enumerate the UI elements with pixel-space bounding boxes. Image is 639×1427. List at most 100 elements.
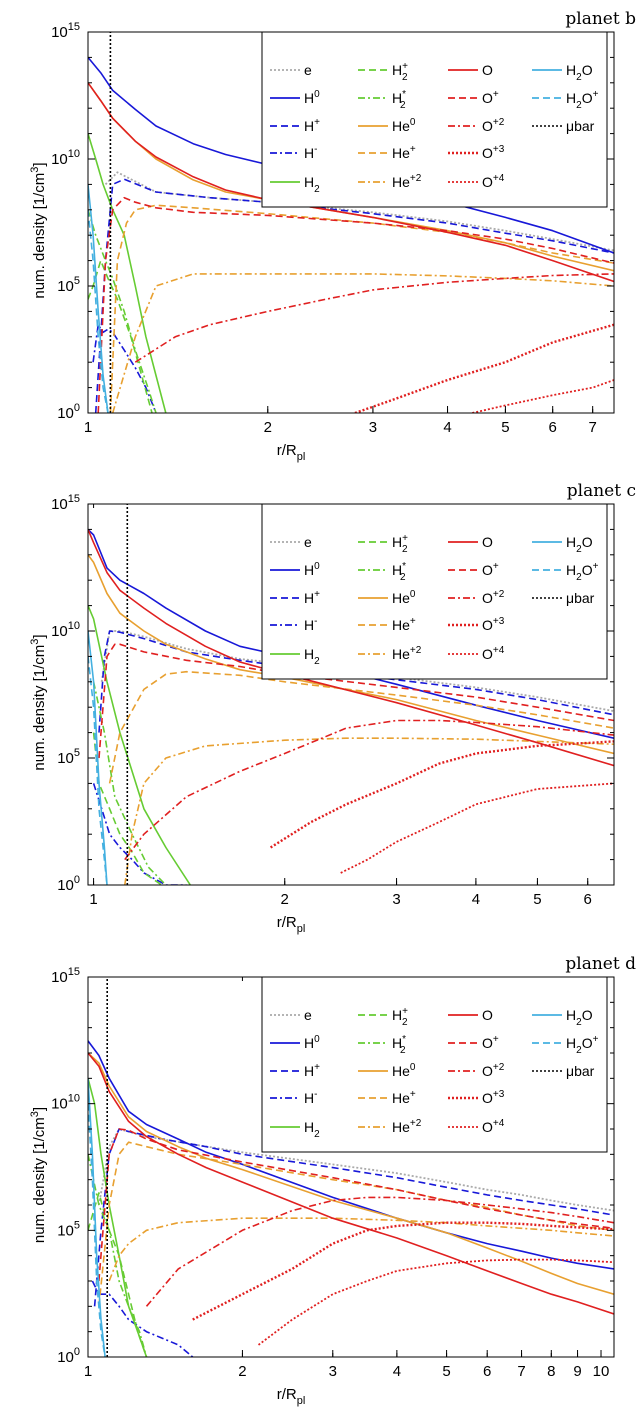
y-tick-label: 100 <box>57 1346 80 1366</box>
series-line-O+ <box>98 1128 614 1282</box>
legend-box <box>261 976 608 1153</box>
chart-panel-1: 1 2 3 4 5 6 7 100 105 1010 1015 planet b r/Rpl num. d… <box>29 9 636 463</box>
legend-label-He0: He0 <box>392 1062 416 1079</box>
x-tick-label: 5 <box>442 1363 450 1380</box>
y-axis-label: num. density [1/cm3] <box>29 634 48 770</box>
chart-title: planet d <box>565 954 636 974</box>
series-line-O+3 <box>269 740 614 849</box>
legend-label-H2O: H2O <box>566 1007 593 1028</box>
legend-label-O+: O+ <box>482 89 499 106</box>
legend-label-O+: O+ <box>482 1034 499 1051</box>
series-line-H2+ <box>88 1192 148 1357</box>
legend-label-H2*: H* 2 <box>392 89 406 111</box>
legend-label-mubar: μbar <box>566 1063 595 1079</box>
legend-label-O+3: O+3 <box>482 616 505 633</box>
series-line-H2 <box>88 605 191 885</box>
series-line-H2* <box>92 681 167 885</box>
x-tick-label: 2 <box>264 419 272 436</box>
legend-label-He0: He0 <box>392 589 416 606</box>
legend-label-H2*: H* 2 <box>392 561 406 583</box>
series-line-H2* <box>88 1154 148 1357</box>
legend-label-H0: H0 <box>304 89 320 106</box>
legend-label-O+4: O+4 <box>482 173 505 190</box>
legend-label-H2O+: H2O+ <box>566 89 599 111</box>
x-tick-label: 8 <box>547 1363 555 1380</box>
series-line-H2+ <box>88 259 153 413</box>
y-tick-label: 105 <box>57 275 80 295</box>
legend-label-O+2: O+2 <box>482 589 505 606</box>
legend: e H0 H+ H- H2 H+ 2 H* 2 He0 He+ He+2 O O+ O+2 O+3 O+4 H2O… <box>261 503 608 680</box>
legend-label-He+: He+ <box>392 144 416 161</box>
x-tick-label: 5 <box>533 891 541 908</box>
y-tick-label: 105 <box>57 747 80 767</box>
legend-label-e: e <box>304 534 312 550</box>
legend-label-O+2: O+2 <box>482 117 505 134</box>
x-tick-label: 1 <box>84 419 92 436</box>
legend-label-mubar: μbar <box>566 590 595 606</box>
series-line-He+ <box>108 670 614 784</box>
legend-label-He0: He0 <box>392 117 416 134</box>
legend-label-H-: H- <box>304 616 317 633</box>
y-tick-label: 1010 <box>51 620 80 640</box>
series-line-H2O <box>88 630 108 885</box>
x-tick-label: 10 <box>593 1363 610 1380</box>
legend-label-O+2: O+2 <box>482 1062 505 1079</box>
series-line-H+ <box>94 178 614 413</box>
series-line-O+ <box>97 196 614 413</box>
legend-label-H2*: H* 2 <box>392 1034 406 1056</box>
y-tick-label: 1010 <box>51 1093 80 1113</box>
series-line-O+3 <box>354 323 614 413</box>
x-tick-label: 4 <box>472 891 480 908</box>
legend-label-H+: H+ <box>304 1062 320 1079</box>
series-line-O <box>88 1052 614 1315</box>
series-line-O+4 <box>257 1258 614 1346</box>
x-tick-label: 4 <box>443 419 451 436</box>
y-axis-label: num. density [1/cm3] <box>29 162 48 298</box>
x-tick-label: 3 <box>329 1363 337 1380</box>
legend-label-H0: H0 <box>304 561 320 578</box>
series-line-O+2 <box>134 273 614 363</box>
legend-label-H2+: H+ 2 <box>392 533 408 555</box>
x-tick-label: 2 <box>281 891 289 908</box>
legend-label-H2O+: H2O+ <box>566 1034 599 1056</box>
legend: e H0 H+ H- H2 H+ 2 H* 2 He0 He+ He+2 O O+ O+2 O+3 O+4 H2O… <box>261 31 608 208</box>
x-tick-label: 3 <box>392 891 400 908</box>
x-tick-label: 6 <box>584 891 592 908</box>
x-tick-label: 9 <box>573 1363 581 1380</box>
legend-label-H2: H2 <box>304 646 320 667</box>
series-line-H- <box>92 783 187 885</box>
series-line-H2* <box>88 209 157 413</box>
series-line-O+2 <box>145 1196 614 1307</box>
legend-label-H+: H+ <box>304 589 320 606</box>
y-axis-label: num. density [1/cm3] <box>29 1107 48 1243</box>
chart-panel-3: 1 2 3 4 5 6 7 8 9 10 100 105 1010 1015 planet d r/Rpl nu… <box>29 954 636 1407</box>
legend-label-H2O+: H2O+ <box>566 561 599 583</box>
series-line-e <box>100 630 614 712</box>
legend-label-O+4: O+4 <box>482 645 505 662</box>
legend-label-O+3: O+3 <box>482 144 505 161</box>
legend-label-He+2: He+2 <box>392 173 422 190</box>
legend-label-H2O: H2O <box>566 62 593 83</box>
x-axis-label: r/Rpl <box>277 442 306 463</box>
x-tick-label: 7 <box>588 419 596 436</box>
y-tick-label: 1015 <box>51 21 80 41</box>
legend-label-H-: H- <box>304 144 317 161</box>
x-tick-label: 1 <box>84 1363 92 1380</box>
series-line-H0 <box>88 56 614 254</box>
legend-label-He+: He+ <box>392 1089 416 1106</box>
y-tick-label: 1015 <box>51 493 80 513</box>
series-line-He0 <box>88 1052 614 1295</box>
y-tick-label: 100 <box>57 402 80 422</box>
legend: e H0 H+ H- H2 H+ 2 H* 2 He0 He+ He+2 O O+ O+2 O+3 O+4 H2O… <box>261 976 608 1153</box>
series-group <box>88 504 614 885</box>
legend-label-O+4: O+4 <box>482 1118 505 1135</box>
x-tick-label: 6 <box>549 419 557 436</box>
series-line-H0 <box>88 1040 614 1270</box>
legend-label-O: O <box>482 62 493 78</box>
x-tick-label: 3 <box>369 419 377 436</box>
legend-label-H2O: H2O <box>566 534 593 555</box>
x-tick-label: 6 <box>483 1363 491 1380</box>
series-line-H2O+ <box>88 656 108 885</box>
chart-title: planet b <box>565 9 636 29</box>
legend-label-H0: H0 <box>304 1034 320 1051</box>
